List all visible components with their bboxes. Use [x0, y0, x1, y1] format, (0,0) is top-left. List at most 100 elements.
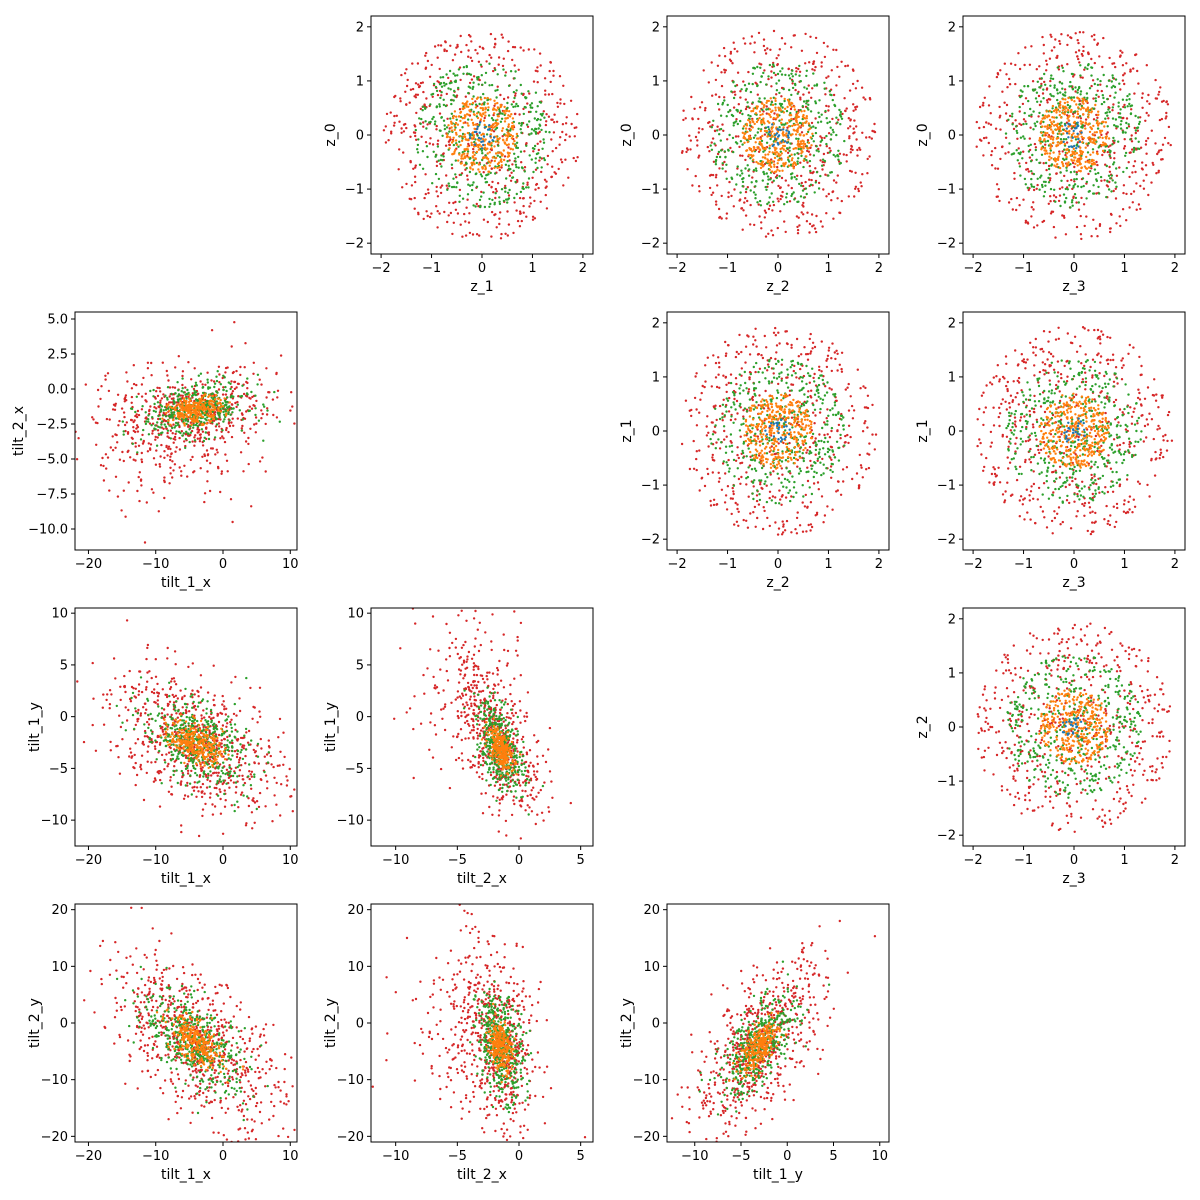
scatter-point [1084, 66, 1087, 69]
scatter-point [477, 168, 480, 171]
scatter-point [812, 154, 816, 157]
scatter-point [790, 153, 793, 156]
scatter-point [839, 123, 842, 126]
scatter-point [1081, 121, 1085, 124]
scatter-point [808, 178, 811, 181]
scatter-point [515, 136, 518, 139]
scatter-point [1090, 111, 1093, 114]
scatter-point [777, 152, 780, 155]
scatter-point [450, 167, 454, 170]
scatter-point [1015, 196, 1019, 200]
scatter-point [159, 403, 162, 407]
scatter-point [772, 179, 775, 182]
scatter-point [747, 114, 750, 117]
scatter-point [754, 134, 757, 137]
scatter-point [477, 205, 480, 208]
scatter-point [222, 410, 225, 414]
scatter-point [796, 174, 799, 177]
scatter-point [1055, 111, 1058, 114]
scatter-point [1070, 108, 1073, 112]
scatter-point [426, 188, 430, 191]
scatter-point [1094, 97, 1097, 100]
scatter-point [1077, 86, 1081, 90]
scatter-point [462, 72, 465, 76]
scatter-point [720, 194, 723, 198]
scatter-point [777, 134, 781, 137]
scatter-point [1101, 94, 1105, 97]
scatter-point [164, 394, 167, 397]
scatter-point [1003, 101, 1006, 104]
scatter-point [497, 56, 501, 59]
scatter-point [510, 137, 514, 140]
scatter-point [774, 137, 777, 140]
scatter-point [464, 234, 468, 237]
scatter-point [1126, 105, 1129, 108]
scatter-point [796, 162, 799, 165]
scatter-point [1049, 84, 1052, 88]
scatter-point [166, 435, 169, 438]
scatter-point [725, 115, 728, 118]
scatter-point [1015, 129, 1018, 133]
scatter-point [178, 466, 181, 469]
scatter-point [1111, 74, 1114, 77]
scatter-point [130, 401, 133, 404]
scatter-point [478, 143, 481, 146]
scatter-point [1035, 187, 1038, 190]
scatter-point [522, 107, 525, 111]
scatter-point [1031, 153, 1034, 157]
scatter-point [1071, 136, 1074, 139]
scatter-point [478, 102, 481, 106]
scatter-point [232, 407, 235, 410]
scatter-point [1109, 177, 1112, 180]
scatter-point [1113, 96, 1116, 99]
scatter-point [1035, 91, 1039, 94]
scatter-point [1027, 144, 1030, 148]
scatter-point [716, 184, 719, 187]
scatter-point [780, 121, 783, 125]
scatter-point [258, 460, 262, 463]
scatter-point [820, 113, 823, 116]
scatter-point [1068, 106, 1071, 110]
scatter-point [1158, 118, 1162, 122]
scatter-point [475, 185, 479, 188]
scatter-point [783, 42, 787, 45]
scatter-point [743, 84, 747, 87]
scatter-point [1124, 131, 1127, 134]
scatter-point [690, 95, 693, 99]
scatter-point [178, 425, 181, 429]
scatter-point [241, 424, 244, 428]
scatter-point [724, 170, 727, 173]
scatter-point [1065, 127, 1069, 130]
scatter-point [1072, 132, 1075, 135]
scatter-point [475, 161, 478, 165]
scatter-point [710, 148, 714, 151]
scatter-point [148, 422, 152, 425]
scatter-point [854, 106, 857, 109]
scatter-point [506, 101, 509, 105]
scatter-point [868, 155, 871, 158]
scatter-point [498, 168, 501, 172]
scatter-point [1037, 94, 1041, 98]
scatter-point [522, 112, 525, 116]
scatter-point [170, 392, 173, 396]
scatter-point [791, 80, 794, 83]
scatter-point [141, 405, 144, 408]
scatter-point [1096, 78, 1099, 81]
scatter-point [205, 449, 209, 452]
scatter-point [248, 409, 251, 412]
scatter-point [488, 62, 491, 65]
scatter-point [417, 138, 420, 141]
scatter-point [741, 172, 744, 175]
scatter-point [847, 127, 850, 130]
scatter-point [454, 121, 458, 125]
scatter-point [733, 47, 736, 51]
scatter-point [123, 415, 126, 419]
scatter-point [472, 147, 475, 151]
scatter-point [1160, 148, 1163, 152]
scatter-point [1045, 63, 1049, 66]
scatter-point [798, 182, 801, 186]
scatter-point [471, 121, 475, 125]
scatter-point [978, 105, 982, 109]
scatter-point [140, 395, 144, 398]
scatter-point [815, 145, 818, 148]
